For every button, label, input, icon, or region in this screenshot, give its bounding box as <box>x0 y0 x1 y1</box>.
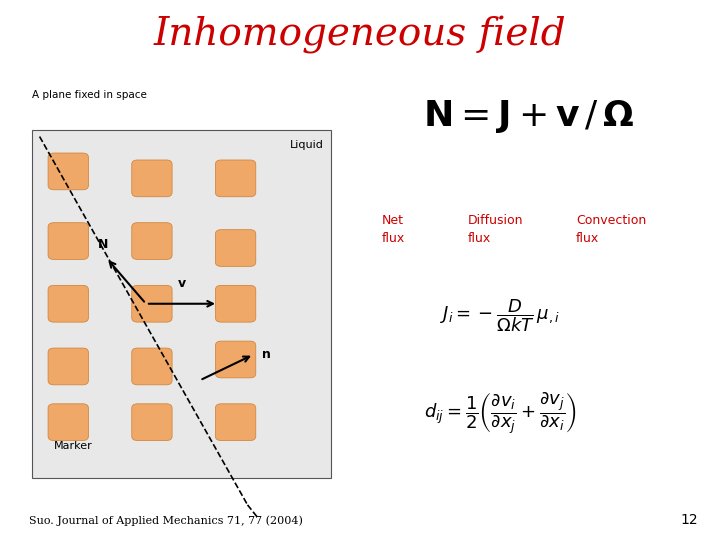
FancyBboxPatch shape <box>48 153 89 190</box>
FancyBboxPatch shape <box>132 404 172 441</box>
FancyBboxPatch shape <box>215 404 256 441</box>
Text: Convection
flux: Convection flux <box>576 214 647 245</box>
FancyBboxPatch shape <box>32 130 331 478</box>
Text: A plane fixed in space: A plane fixed in space <box>32 90 148 100</box>
FancyBboxPatch shape <box>48 222 89 259</box>
Text: $\mathbf{N} = \mathbf{J} + \mathbf{v}\,/\,\mathbf{\Omega}$: $\mathbf{N} = \mathbf{J} + \mathbf{v}\,/… <box>423 98 635 134</box>
FancyBboxPatch shape <box>132 222 172 259</box>
Text: v: v <box>178 277 186 291</box>
FancyBboxPatch shape <box>132 285 172 322</box>
FancyBboxPatch shape <box>132 348 172 385</box>
FancyBboxPatch shape <box>48 285 89 322</box>
FancyBboxPatch shape <box>215 285 256 322</box>
Text: Net
flux: Net flux <box>382 214 405 245</box>
FancyBboxPatch shape <box>215 160 256 197</box>
FancyBboxPatch shape <box>48 404 89 441</box>
FancyBboxPatch shape <box>132 160 172 197</box>
FancyBboxPatch shape <box>215 230 256 266</box>
Text: Inhomogeneous field: Inhomogeneous field <box>153 16 567 54</box>
Text: 12: 12 <box>681 512 698 526</box>
Text: n: n <box>262 348 271 361</box>
Text: Marker: Marker <box>54 441 93 451</box>
FancyBboxPatch shape <box>215 341 256 378</box>
Text: $d_{ij} = \dfrac{1}{2}\left(\dfrac{\partial v_i}{\partial x_j} + \dfrac{\partial: $d_{ij} = \dfrac{1}{2}\left(\dfrac{\part… <box>424 390 577 436</box>
Text: $J_i = -\dfrac{D}{\Omega kT}\,\mu_{,i}$: $J_i = -\dfrac{D}{\Omega kT}\,\mu_{,i}$ <box>441 298 560 334</box>
Text: Diffusion
flux: Diffusion flux <box>468 214 523 245</box>
FancyBboxPatch shape <box>48 348 89 385</box>
Text: N: N <box>97 238 108 252</box>
Text: Suo. Journal of Applied Mechanics 71, 77 (2004): Suo. Journal of Applied Mechanics 71, 77… <box>29 516 302 526</box>
Text: Liquid: Liquid <box>290 140 324 151</box>
